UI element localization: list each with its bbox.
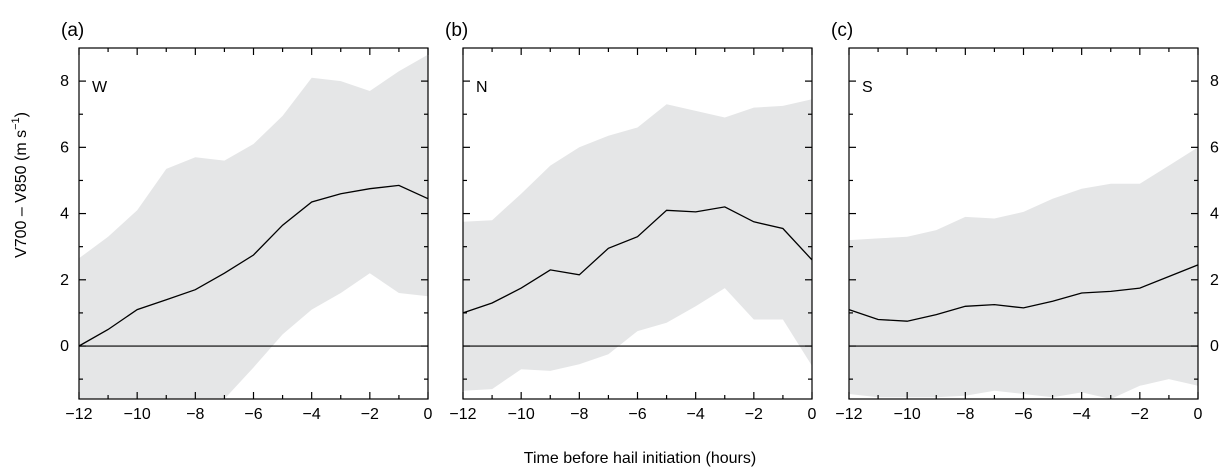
x-tick-label: −4 xyxy=(303,406,321,423)
region-label: N xyxy=(476,79,488,96)
y-tick-label: 4 xyxy=(60,206,69,223)
region-label: S xyxy=(862,79,873,96)
panels: −12 −10 −8 −6 −4 −2 0 0 2 4 6 8 (a) W −12 −10 −8 −6 −4 −2 0 (… xyxy=(60,20,1219,423)
y-tick-label: 8 xyxy=(1210,73,1219,90)
x-tick-label: −4 xyxy=(1073,406,1091,423)
y-axis-title-end: ) xyxy=(13,112,30,117)
mean-line xyxy=(462,206,813,314)
x-tick-label: −2 xyxy=(361,406,379,423)
x-tick-label: −6 xyxy=(244,406,262,423)
region-label: W xyxy=(92,79,108,96)
spread-band xyxy=(463,99,812,391)
mean-line xyxy=(78,184,429,347)
x-tick-label: 0 xyxy=(1194,406,1203,423)
y-tick-label: 8 xyxy=(60,73,69,90)
x-tick-label: −10 xyxy=(124,406,151,423)
y-axis-title-exponent: −1 xyxy=(10,117,22,130)
x-tick-label: −12 xyxy=(835,406,862,423)
mean-line xyxy=(848,264,1199,322)
y-tick-label: 2 xyxy=(1210,272,1219,289)
x-tick-label: −8 xyxy=(186,406,204,423)
panel-label: (a) xyxy=(61,20,84,41)
x-tick-label: −8 xyxy=(570,406,588,423)
y-tick-label: 2 xyxy=(60,272,69,289)
spread-band xyxy=(79,54,428,399)
panel-w: −12 −10 −8 −6 −4 −2 0 0 2 4 6 8 (a) W xyxy=(60,20,432,423)
x-tick-label: −10 xyxy=(894,406,921,423)
x-tick-label: −2 xyxy=(745,406,763,423)
x-tick-label: −6 xyxy=(1014,406,1032,423)
y-axis-title-main: V700 – V850 (m s xyxy=(13,130,30,258)
x-tick-label: 0 xyxy=(808,406,817,423)
x-tick-label: −8 xyxy=(956,406,974,423)
y-tick-label: 0 xyxy=(1210,338,1219,355)
spread-band xyxy=(849,147,1198,399)
y-axis-title: V700 – V850 (m s−1) xyxy=(10,112,30,258)
y-tick-label: 6 xyxy=(60,139,69,156)
x-tick-label: −6 xyxy=(628,406,646,423)
panel-label: (c) xyxy=(831,20,853,41)
panel-label: (b) xyxy=(445,20,468,41)
x-axis-title: Time before hail initiation (hours) xyxy=(524,450,756,467)
y-tick-label: 6 xyxy=(1210,139,1219,156)
x-tick-label: −2 xyxy=(1131,406,1149,423)
x-tick-label: −10 xyxy=(508,406,535,423)
x-tick-label: 0 xyxy=(424,406,433,423)
x-tick-label: −4 xyxy=(687,406,705,423)
x-tick-label: −12 xyxy=(449,406,476,423)
x-tick-label: −12 xyxy=(65,406,92,423)
y-tick-label: 0 xyxy=(60,338,69,355)
panel-s: −12 −10 −8 −6 −4 −2 0 0 2 4 6 8 (c) S xyxy=(831,20,1219,423)
panel-n: −12 −10 −8 −6 −4 −2 0 (b) N xyxy=(445,20,817,423)
y-tick-label: 4 xyxy=(1210,206,1219,223)
